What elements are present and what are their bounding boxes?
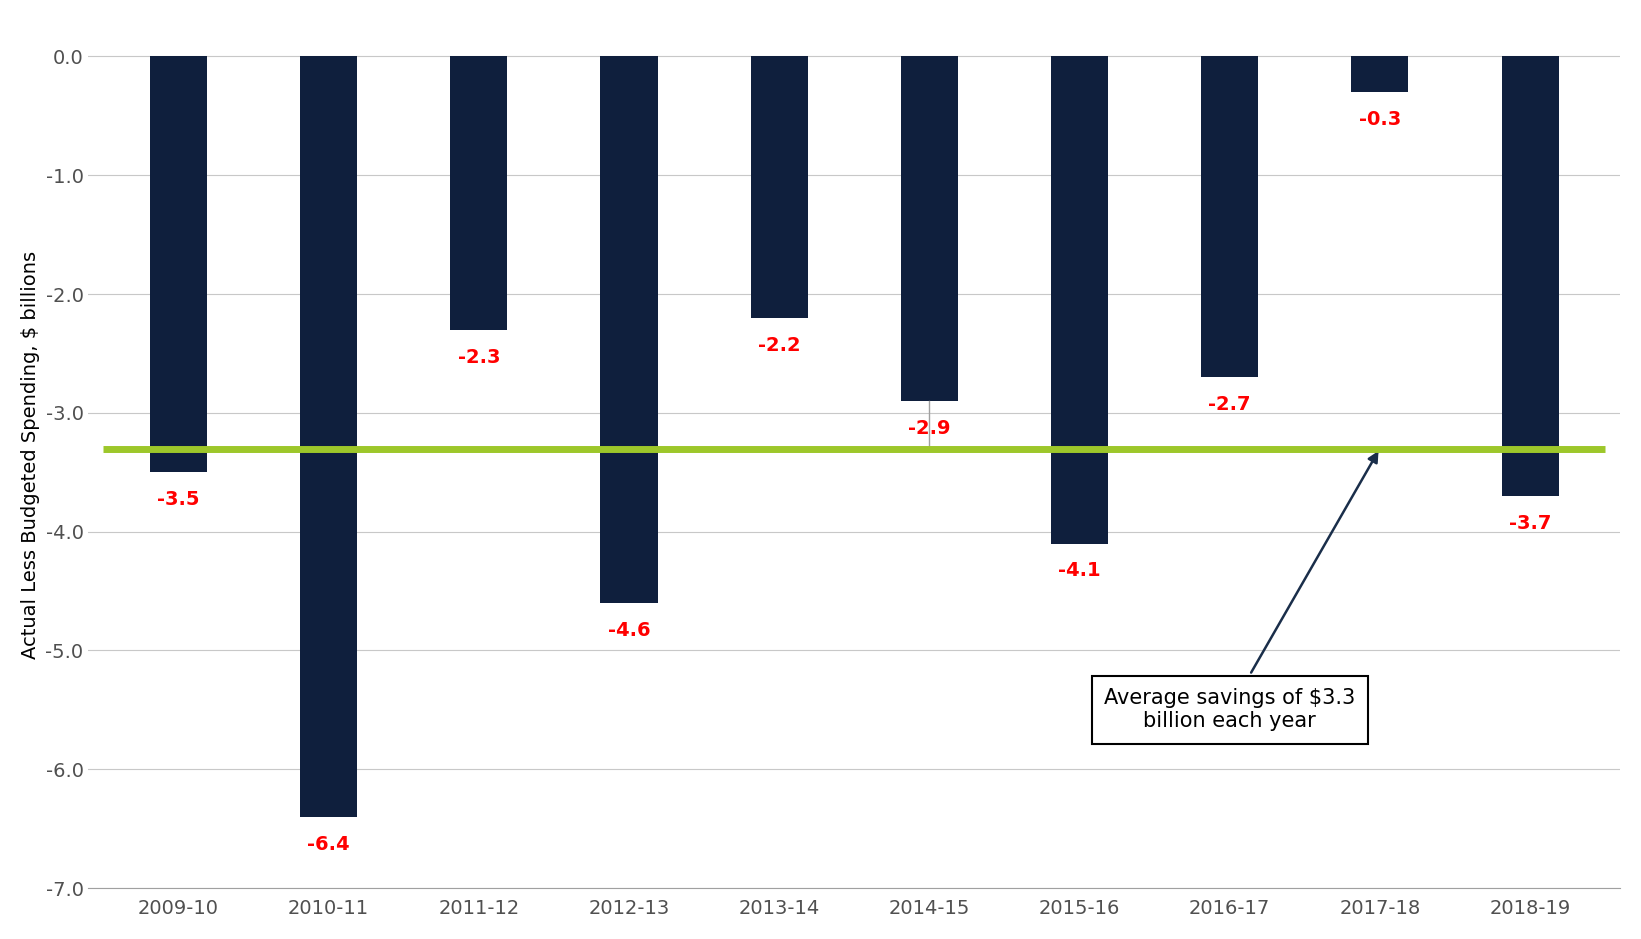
Text: -3.7: -3.7 <box>1508 514 1551 532</box>
Text: -2.9: -2.9 <box>907 419 950 438</box>
Bar <box>1502 56 1559 496</box>
Bar <box>300 56 358 817</box>
Text: -3.5: -3.5 <box>158 490 200 509</box>
Bar <box>1351 56 1408 92</box>
Bar <box>1201 56 1259 377</box>
Text: -0.3: -0.3 <box>1359 110 1401 129</box>
Bar <box>601 56 658 603</box>
Bar <box>901 56 958 401</box>
Bar <box>149 56 207 472</box>
Bar <box>450 56 507 330</box>
Text: -6.4: -6.4 <box>307 835 350 854</box>
Text: -4.1: -4.1 <box>1058 562 1101 580</box>
Text: -4.6: -4.6 <box>607 621 650 639</box>
Bar <box>750 56 807 317</box>
Y-axis label: Actual Less Budgeted Spending, $ billions: Actual Less Budgeted Spending, $ billion… <box>21 251 39 658</box>
Text: -2.7: -2.7 <box>1208 395 1250 414</box>
Text: -2.2: -2.2 <box>758 335 801 355</box>
Text: Average savings of $3.3
billion each year: Average savings of $3.3 billion each yea… <box>1104 454 1377 731</box>
Bar <box>1050 56 1108 544</box>
Text: -2.3: -2.3 <box>458 347 501 366</box>
